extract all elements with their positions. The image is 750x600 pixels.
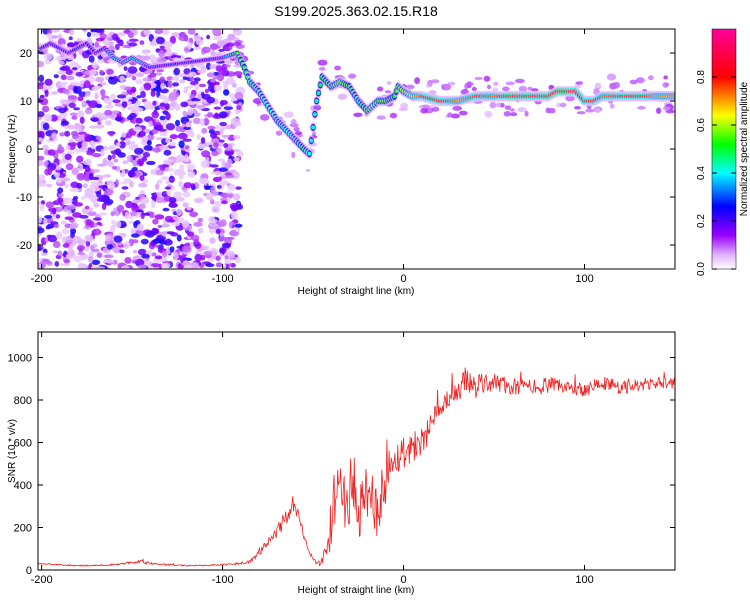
spectrogram-xtick-label: -100: [212, 273, 234, 285]
snr-xtick-label: -100: [212, 574, 234, 586]
snr-ytick-label: 400: [14, 480, 32, 492]
snr-ytick-label: 200: [14, 523, 32, 535]
snr-xtick-label: 100: [575, 574, 593, 586]
spectrogram-ytick-label: 20: [20, 48, 32, 60]
colorbar-tick-label: 0.4: [696, 166, 707, 180]
spectrogram-xtick-label: 100: [575, 273, 593, 285]
colorbar-tick-label: 0.0: [696, 262, 707, 276]
colorbar-tick-label: 0.2: [696, 214, 707, 228]
snr-ytick-label: 600: [14, 438, 32, 450]
spectrogram-ytick-label: -10: [16, 192, 32, 204]
figure-title: S199.2025.363.02.15.R18: [274, 3, 438, 19]
colorbar-ticks: 0.0 0.2 0.4 0.6 0.8: [696, 70, 736, 276]
spectrogram-ytick-label: 10: [20, 96, 32, 108]
snr-ylabel: SNR (10 * v/v): [7, 419, 18, 483]
snr-xtick-label: -200: [31, 574, 53, 586]
spectrogram-ylabel: Frequency (Hz): [7, 115, 18, 184]
snr-frame: [37, 331, 676, 571]
spectrogram-heatmap: [38, 29, 675, 269]
snr-xtick-label: 0: [400, 574, 406, 586]
colorbar-gradient: [711, 28, 737, 270]
spectrogram-xlabel: Height of straight line (km): [298, 286, 415, 297]
snr-xlabel: Height of straight line (km): [298, 585, 415, 596]
spectrogram-xtick-label: -200: [31, 273, 53, 285]
snr-series-line: [38, 367, 675, 568]
colorbar-label: Normalized spectral amplitude: [739, 81, 750, 216]
snr-ytick-label: 0: [26, 565, 32, 577]
colorbar-tick-label: 0.6: [696, 118, 707, 132]
spectrogram-xtick-label: 0: [400, 273, 406, 285]
spectrogram-ytick-label: 0: [26, 144, 32, 156]
snr-ytick-label: 1000: [8, 353, 32, 365]
snr-ytick-label: 800: [14, 395, 32, 407]
colorbar: 0.0 0.2 0.4 0.6 0.8 Normalized spectral ampl…: [696, 28, 750, 276]
colorbar-tick-label: 0.8: [696, 70, 707, 84]
spectrogram-ytick-label: -20: [16, 240, 32, 252]
